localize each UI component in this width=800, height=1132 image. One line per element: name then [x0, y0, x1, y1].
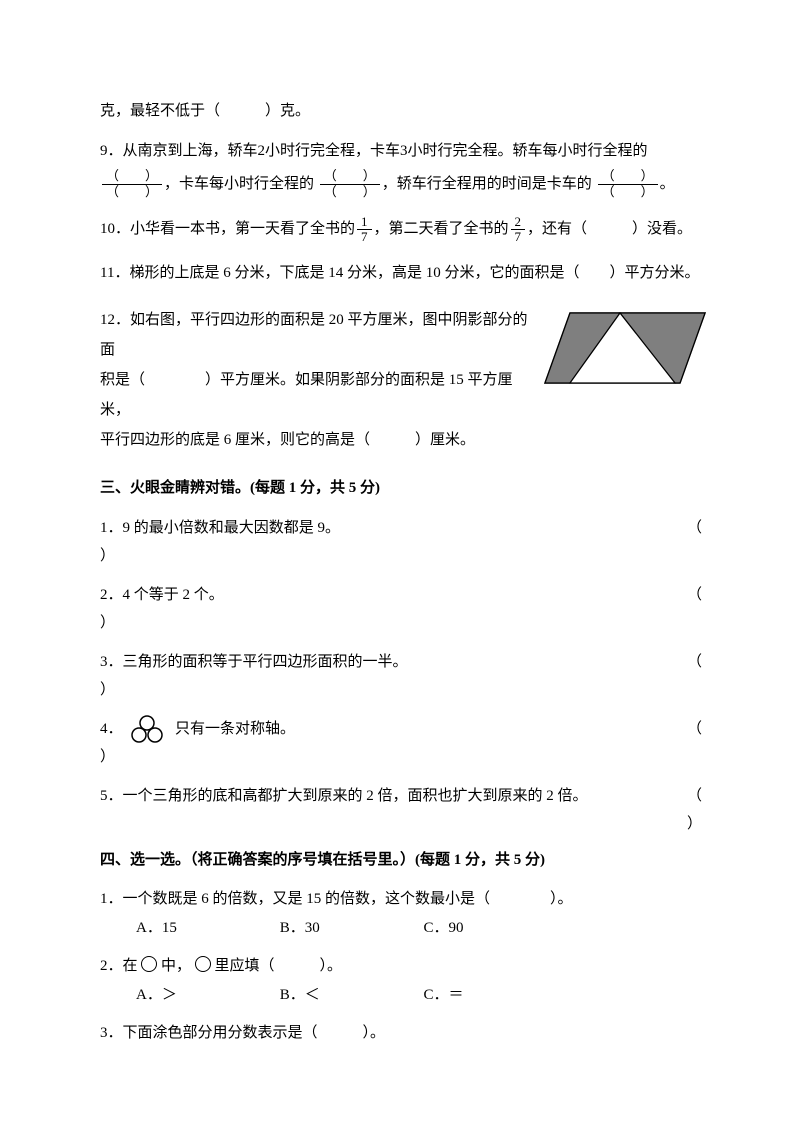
- mc2-stem: 2．在 中， 里应填（ ）。: [100, 952, 710, 981]
- blank-frac-num: （ ）: [320, 169, 380, 184]
- blank-fraction-1: （ ） （ ）: [102, 169, 162, 199]
- continued-line: 克，最轻不低于（ ）克。: [100, 100, 710, 123]
- tf-item-3: 3．三角形的面积等于平行四边形面积的一半。 （ ）: [100, 648, 710, 705]
- frac-den: 7: [357, 230, 372, 244]
- tf-item-1: 1．9 的最小倍数和最大因数都是 9。 （ ）: [100, 514, 710, 571]
- q9-end: 。: [660, 176, 675, 192]
- q12-line2: 积是（ ）平方厘米。如果阴影部分的面积是 15 平方厘米，: [100, 365, 530, 425]
- blank-frac-den: （ ）: [598, 185, 658, 199]
- mc1-stem: 1．一个数既是 6 的倍数，又是 15 的倍数，这个数最小是（ ）。: [100, 885, 710, 914]
- question-9: 9．从南京到上海，轿车2小时行完全程，卡车3小时行完全程。轿车每小时行全程的 （…: [100, 135, 710, 201]
- tf-item-5: 5．一个三角形的底和高都扩大到原来的 2 倍，面积也扩大到原来的 2 倍。 （ …: [100, 782, 710, 839]
- question-10: 10．小华看一本书，第一天看了全书的 1 7 ，第二天看了全书的 2 7 ，还有…: [100, 215, 710, 245]
- mc2-c: 里应填（ ）。: [215, 958, 343, 974]
- tf-blank-close: ）: [100, 743, 710, 772]
- q9-lead: 9．从南京到上海，轿车2小时行完全程，卡车3小时行完全程。轿车每小时行全程的: [100, 143, 648, 159]
- blank-frac-den: （ ）: [320, 185, 380, 199]
- tf-blank-close: ）: [100, 609, 710, 638]
- mc3-stem: 3．下面涂色部分用分数表示是（ ）。: [100, 1019, 710, 1048]
- tf-stem: 5．一个三角形的底和高都扩大到原来的 2 倍，面积也扩大到原来的 2 倍。: [100, 788, 588, 804]
- mc1-opt-b: B．30: [280, 914, 420, 943]
- tf-item-4: 4． 只有一条对称轴。 （ ）: [100, 715, 710, 772]
- tf-stem: 1．9 的最小倍数和最大因数都是 9。: [100, 520, 340, 536]
- mc2-opt-c: C．＝: [424, 981, 564, 1010]
- q12-line1: 12．如右图，平行四边形的面积是 20 平方厘米，图中阴影部分的面: [100, 305, 530, 365]
- fraction-2-7: 2 7: [511, 215, 526, 245]
- q10-b: ，第二天看了全书的: [374, 221, 509, 237]
- blank-fraction-2: （ ） （ ）: [320, 169, 380, 199]
- mc-item-1: 1．一个数既是 6 的倍数，又是 15 的倍数，这个数最小是（ ）。 A．15 …: [100, 885, 710, 942]
- section-3-title: 三、火眼金睛辨对错。(每题 1 分，共 5 分): [100, 477, 710, 500]
- q9-mid2: ，轿车行全程用的时间是卡车的: [382, 176, 592, 192]
- mc2-opt-b: B．＜: [280, 981, 420, 1010]
- tf-stem: 2．4 个等于 2 个。: [100, 587, 224, 603]
- section-4-title: 四、选一选。（将正确答案的序号填在括号里。）(每题 1 分，共 5 分): [100, 849, 710, 872]
- q12-text: 12．如右图，平行四边形的面积是 20 平方厘米，图中阴影部分的面 积是（ ）平…: [100, 305, 530, 455]
- mc-item-3: 3．下面涂色部分用分数表示是（ ）。: [100, 1019, 710, 1048]
- blank-frac-den: （ ）: [102, 185, 162, 199]
- frac-num: 1: [357, 215, 372, 230]
- three-circles-icon: [128, 715, 166, 754]
- q10-c: ，还有（ ）没看。: [527, 221, 692, 237]
- q9-mid1: ，卡车每小时行全程的: [164, 176, 314, 192]
- blank-frac-num: （ ）: [598, 169, 658, 184]
- tf-blank-open: （: [687, 782, 702, 811]
- blank-fraction-3: （ ） （ ）: [598, 169, 658, 199]
- mc1-options: A．15 B．30 C．90: [100, 914, 710, 943]
- q10-a: 10．小华看一本书，第一天看了全书的: [100, 221, 355, 237]
- parallelogram-svg: [520, 305, 710, 391]
- mc2-opt-a: A．＞: [136, 981, 276, 1010]
- tf-item-2: 2．4 个等于 2 个。 （ ）: [100, 581, 710, 638]
- tf-blank-open: （: [687, 648, 702, 677]
- mc2-b: 中，: [161, 958, 191, 974]
- mc1-opt-a: A．15: [136, 914, 276, 943]
- parallelogram-figure: [520, 305, 710, 399]
- fraction-1-7: 1 7: [357, 215, 372, 245]
- circle-placeholder-icon: [141, 956, 157, 972]
- mc2-options: A．＞ B．＜ C．＝: [100, 981, 710, 1010]
- question-11: 11．梯形的上底是 6 分米，下底是 14 分米，高是 10 分米，它的面积是（…: [100, 260, 710, 287]
- frac-num: 2: [511, 215, 526, 230]
- blank-frac-num: （ ）: [102, 169, 162, 184]
- circle-placeholder-icon: [195, 956, 211, 972]
- question-12: 12．如右图，平行四边形的面积是 20 平方厘米，图中阴影部分的面 积是（ ）平…: [100, 305, 710, 455]
- mc-item-2: 2．在 中， 里应填（ ）。 A．＞ B．＜ C．＝: [100, 952, 710, 1009]
- frac-den: 7: [511, 230, 526, 244]
- tf-blank-open: （: [687, 514, 702, 543]
- tf-stem: 3．三角形的面积等于平行四边形面积的一半。: [100, 654, 408, 670]
- mc1-opt-c: C．90: [424, 914, 564, 943]
- page-root: 克，最轻不低于（ ）克。 9．从南京到上海，轿车2小时行完全程，卡车3小时行完全…: [0, 0, 800, 1132]
- tf-blank-open: （: [687, 715, 702, 744]
- q12-line3: 平行四边形的底是 6 厘米，则它的高是（ ）厘米。: [100, 425, 530, 455]
- mc2-a: 2．在: [100, 958, 138, 974]
- tf-blank-close: ）: [100, 676, 710, 705]
- tf-blank-open: （: [687, 581, 702, 610]
- tf-blank-close: ）: [100, 542, 710, 571]
- tf-blank-close: ）: [100, 810, 710, 839]
